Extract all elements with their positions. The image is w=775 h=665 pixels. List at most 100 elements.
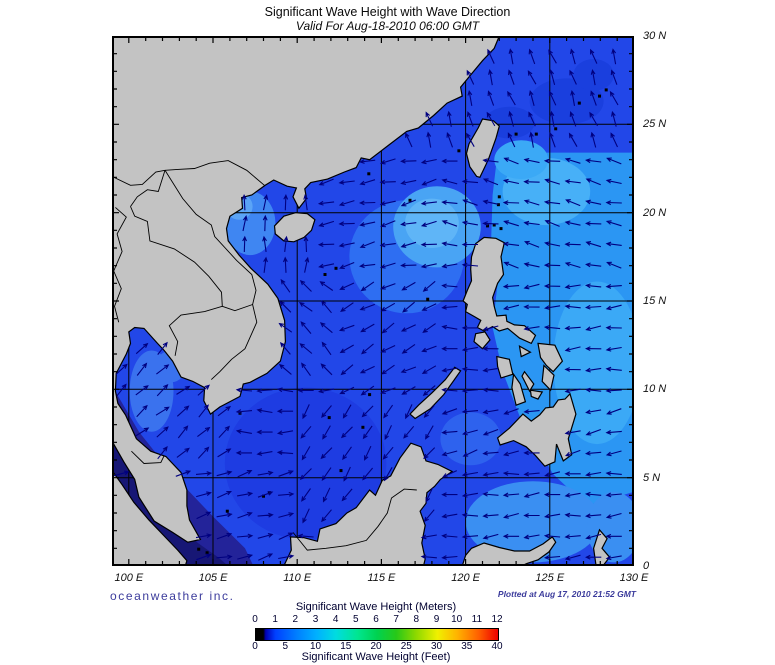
legend-meters-tick-1: 1 (272, 614, 278, 625)
legend-colorbar (255, 628, 499, 641)
small-island (334, 266, 338, 270)
lat-label-25: 25 N (643, 118, 667, 131)
land-mass (461, 536, 557, 566)
legend-meters-tick-9: 9 (433, 614, 440, 625)
small-island (486, 224, 489, 228)
legend-meters-tick-5: 5 (353, 614, 359, 625)
wave-height-patch (529, 78, 604, 125)
land-mass (273, 212, 316, 243)
country-border (164, 160, 265, 186)
small-island (367, 172, 371, 176)
small-island (492, 223, 496, 227)
lat-label-30: 30 N (643, 30, 667, 42)
wave-height-patch (224, 387, 387, 540)
land-mass (462, 236, 537, 345)
country-border (113, 207, 127, 323)
lon-label-115: 115 E (367, 572, 396, 584)
small-island (598, 94, 601, 98)
lat-label-10: 10 N (643, 383, 667, 396)
land-mass (409, 366, 462, 420)
lon-label-110: 110 E (283, 572, 312, 584)
country-border (292, 488, 417, 551)
small-island (457, 149, 461, 153)
small-island (368, 393, 372, 397)
land-mass (529, 389, 544, 400)
legend-feet-tick-15: 15 (340, 641, 352, 652)
legend-meters-tick-12: 12 (491, 614, 503, 625)
lon-label-125: 125 E (535, 572, 565, 584)
wave-height-patch (465, 481, 601, 563)
small-island (499, 227, 503, 231)
legend-feet-tick-20: 20 (370, 641, 382, 652)
wave-height-patch (440, 412, 502, 466)
small-island (426, 297, 430, 301)
land-mass (541, 364, 555, 392)
country-border (222, 304, 253, 312)
legend-title-meters: Significant Wave Height (Meters) (295, 601, 457, 613)
lon-label-105: 105 E (198, 572, 228, 584)
legend-feet-tick-40: 40 (491, 641, 503, 652)
legend-meters-tick-3: 3 (312, 614, 319, 625)
legend-feet-tick-25: 25 (400, 641, 412, 652)
legend-meters-tick-10: 10 (451, 614, 463, 625)
country-border (112, 169, 166, 186)
lat-label-0: 0 (643, 560, 650, 572)
plotted-timestamp: Plotted at Aug 17, 2010 21:52 GMT (497, 589, 636, 599)
lon-label-100: 100 E (114, 572, 144, 584)
legend-meters-tick-7: 7 (393, 614, 399, 625)
land-mass (511, 372, 527, 407)
land-mass (496, 355, 514, 379)
page-title: Significant Wave Height with Wave Direct… (264, 5, 511, 19)
legend-feet-tick-10: 10 (309, 641, 322, 652)
land-mass (496, 392, 577, 467)
page-subtitle: Valid For Aug-18-2010 06:00 GMT (295, 19, 480, 33)
legend-feet-tick-30: 30 (430, 641, 443, 652)
small-island (262, 494, 265, 498)
small-island (408, 198, 412, 202)
map-frame (112, 36, 634, 566)
small-island (534, 132, 538, 136)
small-island (514, 132, 518, 136)
legend-feet-tick-0: 0 (252, 641, 258, 652)
land-mass (112, 36, 500, 543)
land-mass (537, 342, 564, 373)
land-mass (473, 331, 491, 350)
small-island (197, 547, 201, 551)
lat-label-5: 5 N (643, 471, 661, 484)
small-island (554, 127, 558, 131)
land-mass (518, 344, 532, 358)
map-plot (112, 36, 634, 566)
legend-feet-tick-5: 5 (282, 641, 289, 652)
legend-meters-tick-8: 8 (413, 614, 420, 625)
lon-label-130: 130 E (619, 572, 649, 584)
small-island (339, 469, 343, 473)
legend-title-feet: Significant Wave Height (Feet) (301, 651, 451, 663)
country-border (131, 450, 165, 464)
legend-meters-tick-0: 0 (252, 614, 258, 625)
small-island (604, 88, 608, 92)
small-island (496, 203, 500, 207)
small-island (225, 509, 229, 513)
lat-label-20: 20 N (643, 206, 667, 219)
small-island (361, 425, 365, 429)
small-island (205, 551, 209, 555)
wave-direction-arrows (113, 48, 622, 561)
wave-height-patch (494, 140, 549, 180)
country-border (130, 170, 166, 207)
map-layers (112, 36, 634, 566)
land-mass (112, 469, 188, 566)
legend-meters-tick-11: 11 (471, 614, 483, 625)
legend-meters-tick-4: 4 (332, 614, 339, 625)
legend-meters-tick-2: 2 (292, 614, 299, 625)
small-island (323, 273, 327, 276)
lon-label-120: 120 E (451, 572, 480, 584)
small-island (327, 416, 331, 420)
country-border (130, 206, 223, 356)
land-mass (283, 442, 454, 566)
legend-meters-tick-6: 6 (373, 614, 379, 625)
small-island (497, 195, 501, 199)
country-border (164, 170, 258, 380)
legend-feet-tick-35: 35 (461, 641, 473, 652)
degree-ticks (112, 36, 634, 566)
